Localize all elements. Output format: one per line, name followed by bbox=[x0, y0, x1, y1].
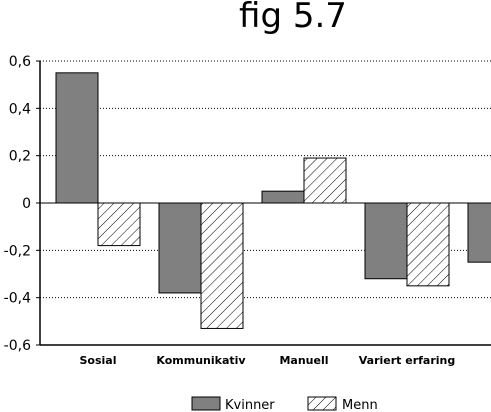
bar-kvinner-1 bbox=[158, 202, 202, 294]
legend: Kvinner Menn bbox=[191, 396, 378, 412]
bar-menn-3 bbox=[406, 202, 450, 287]
bar-menn-1 bbox=[200, 202, 244, 329]
legend-swatch-kvinner bbox=[191, 396, 221, 411]
bar-menn-0 bbox=[97, 202, 141, 247]
axes bbox=[36, 60, 491, 346]
y-tick-label: -0,6 bbox=[4, 338, 31, 354]
x-category-label: Kommunikativ bbox=[156, 354, 246, 367]
bar-kvinner-2 bbox=[261, 190, 305, 204]
bars bbox=[55, 72, 491, 329]
x-category-label: Variert erfaring bbox=[359, 354, 456, 367]
legend-label-menn: Menn bbox=[342, 398, 378, 412]
bar-kvinner-3 bbox=[364, 202, 408, 280]
y-tick-label: -0,2 bbox=[4, 243, 31, 259]
y-tick-label: 0,2 bbox=[9, 149, 31, 165]
legend-swatch-menn bbox=[307, 396, 337, 411]
y-tick-label: 0 bbox=[22, 196, 31, 212]
bar-kvinner-0 bbox=[55, 72, 99, 204]
bar-kvinner-4 bbox=[467, 202, 491, 263]
y-tick-label: 0,6 bbox=[9, 54, 31, 70]
chart-title: fig 5.7 bbox=[239, 0, 347, 36]
x-category-labels: Sosial Kommunikativ Manuell Variert erfarin… bbox=[80, 354, 456, 367]
y-tick-label: 0,4 bbox=[9, 101, 31, 117]
x-category-label: Manuell bbox=[279, 354, 328, 367]
legend-label-kvinner: Kvinner bbox=[225, 398, 275, 412]
bar-menn-2 bbox=[303, 157, 347, 204]
x-category-label: Sosial bbox=[80, 354, 117, 367]
y-tick-label: -0,4 bbox=[4, 291, 31, 307]
y-tick-labels: -0,6 -0,4 -0,2 0 0,2 0,4 0,6 bbox=[4, 54, 31, 354]
